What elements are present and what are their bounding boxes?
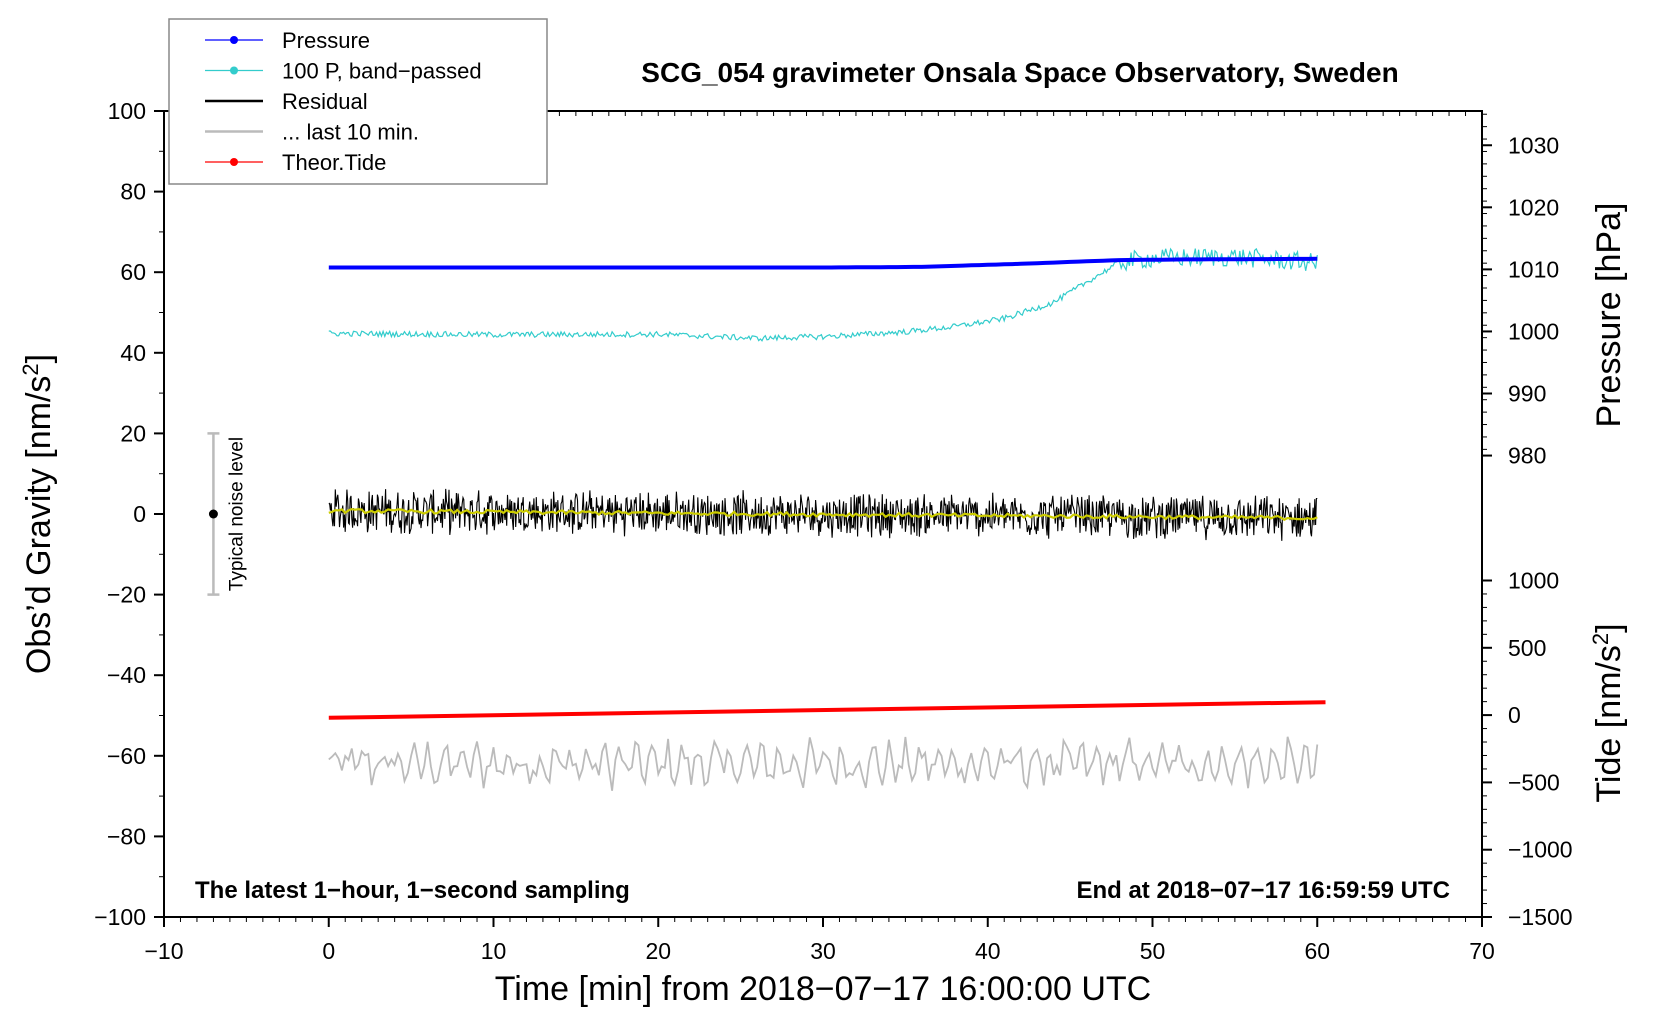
chart-title: SCG_054 gravimeter Onsala Space Observat… — [641, 57, 1398, 88]
y-left-tick-label: 100 — [108, 98, 146, 124]
annotation-bottom-right: End at 2018−07−17 16:59:59 UTC — [1076, 877, 1450, 904]
y-left-tick-label: −20 — [107, 582, 146, 608]
legend-label: ... last 10 min. — [282, 120, 419, 145]
y-right-tide-title-tail: ] — [1590, 623, 1628, 632]
y-left-tick-label: 0 — [133, 501, 146, 527]
legend-label: 100 P, band−passed — [282, 59, 482, 84]
y-right-pressure-tick-label: 1010 — [1508, 256, 1559, 282]
y-right-tide-title-sup: 2 — [1588, 633, 1613, 645]
y-left-tick-label: −100 — [94, 904, 146, 930]
y-right-tide-tick-label: −500 — [1508, 769, 1560, 795]
legend: Pressure 100 P, band−passed Residual ... la… — [168, 18, 548, 185]
y-left-tick-label: −40 — [107, 662, 146, 688]
y-right-axis-ticks: 980 990 1000 1010 1020 1030 1000 500 0 −500 −1000 −… — [1482, 113, 1573, 930]
y-right-tide-tick-label: −1500 — [1508, 904, 1573, 930]
legend-label: Theor.Tide — [282, 150, 386, 175]
x-tick-label: 50 — [1140, 938, 1166, 964]
y-right-tide-tick-label: 0 — [1508, 702, 1521, 728]
y-left-tick-label: 40 — [120, 340, 146, 366]
y-left-tick-label: 80 — [120, 179, 146, 205]
series-residual-smoothed — [328, 507, 1318, 521]
noise-level-indicator: Typical noise level — [207, 432, 247, 596]
series-layer — [328, 247, 1326, 791]
legend-label: Pressure — [282, 28, 370, 53]
y-right-pressure-tick-label: 980 — [1508, 443, 1546, 469]
y-left-axis-title-sup: 2 — [18, 363, 43, 375]
x-tick-label: −10 — [144, 938, 183, 964]
x-tick-label: 30 — [810, 938, 836, 964]
annotation-bottom-left: The latest 1−hour, 1−second sampling — [195, 877, 630, 904]
y-right-tide-tick-label: 500 — [1508, 635, 1546, 661]
y-right-pressure-tick-label: 1030 — [1508, 132, 1559, 158]
y-left-tick-label: 20 — [120, 420, 146, 446]
y-left-axis-title: Obs’d Gravity [nm/s2] — [18, 354, 59, 674]
y-left-tick-label: −60 — [107, 743, 146, 769]
y-left-axis-title-tail: ] — [20, 354, 58, 363]
noise-label: Typical noise level — [226, 437, 247, 591]
series-residual — [328, 488, 1318, 541]
y-left-tick-label: −80 — [107, 823, 146, 849]
series-last-10-min — [328, 736, 1319, 791]
series-theor-tide — [328, 700, 1326, 720]
legend-marker — [230, 36, 238, 44]
series-100p-band-passed — [328, 247, 1318, 342]
y-left-axis-ticks: 100 80 60 40 20 0 −20 −40 −60 −80 −100 — [94, 98, 164, 930]
y-right-tide-title: Tide [nm/s2] — [1588, 623, 1629, 802]
x-tick-label: 20 — [645, 938, 671, 964]
x-tick-label: 40 — [975, 938, 1001, 964]
legend-label: Residual — [282, 89, 368, 114]
x-tick-label: 0 — [322, 938, 335, 964]
x-tick-label: 60 — [1304, 938, 1330, 964]
x-tick-label: 10 — [481, 938, 507, 964]
noise-center-dot — [208, 509, 218, 519]
x-axis-title: Time [min] from 2018−07−17 16:00:00 UTC — [495, 970, 1151, 1008]
y-right-pressure-tick-label: 1020 — [1508, 194, 1559, 220]
y-left-tick-label: 60 — [120, 259, 146, 285]
legend-marker — [230, 158, 238, 166]
series-pressure — [328, 256, 1318, 270]
y-right-tide-tick-label: −1000 — [1508, 837, 1573, 863]
x-tick-label: 70 — [1469, 938, 1495, 964]
y-right-pressure-title: Pressure [hPa] — [1590, 203, 1628, 428]
y-right-tide-tick-label: 1000 — [1508, 567, 1559, 593]
y-right-pressure-tick-label: 990 — [1508, 381, 1546, 407]
y-left-axis-title-main: Obs’d Gravity [nm/s — [20, 376, 58, 675]
y-right-pressure-tick-label: 1000 — [1508, 318, 1559, 344]
y-right-tide-title-main: Tide [nm/s — [1590, 645, 1628, 802]
x-axis-ticks: −10 0 10 20 30 40 50 60 70 — [144, 111, 1495, 964]
legend-marker — [230, 66, 238, 75]
